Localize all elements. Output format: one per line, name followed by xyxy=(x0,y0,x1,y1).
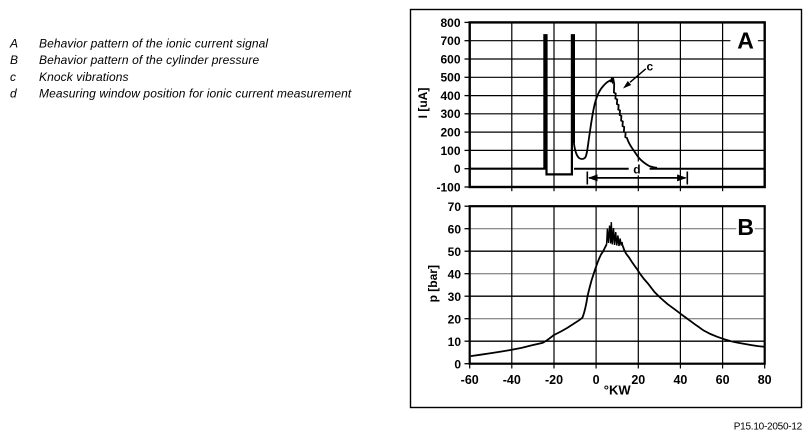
svg-text:100: 100 xyxy=(440,144,460,158)
svg-text:600: 600 xyxy=(440,52,460,66)
svg-text:p [bar]: p [bar] xyxy=(426,265,440,302)
svg-text:°KW: °KW xyxy=(604,383,632,398)
svg-text:c: c xyxy=(10,70,16,84)
svg-text:40: 40 xyxy=(448,267,462,281)
svg-text:20: 20 xyxy=(631,373,645,387)
svg-text:c: c xyxy=(647,60,654,74)
svg-text:B: B xyxy=(737,214,754,240)
svg-text:20: 20 xyxy=(448,312,462,326)
svg-text:P15.10-2050-12: P15.10-2050-12 xyxy=(734,422,803,433)
svg-text:700: 700 xyxy=(440,34,460,48)
svg-text:400: 400 xyxy=(440,89,460,103)
svg-text:10: 10 xyxy=(448,335,462,349)
svg-text:80: 80 xyxy=(758,373,772,387)
svg-text:60: 60 xyxy=(448,222,462,236)
svg-text:Behavior pattern of the cylind: Behavior pattern of the cylinder pressur… xyxy=(39,53,259,67)
svg-text:A: A xyxy=(737,27,754,53)
svg-text:200: 200 xyxy=(440,126,460,140)
svg-text:d: d xyxy=(10,86,17,100)
svg-text:40: 40 xyxy=(673,373,687,387)
svg-text:Behavior pattern of the ionic: Behavior pattern of the ionic current si… xyxy=(39,37,268,51)
svg-text:Knock vibrations: Knock vibrations xyxy=(39,70,129,84)
svg-text:60: 60 xyxy=(716,373,730,387)
svg-text:0: 0 xyxy=(454,357,461,371)
svg-text:Measuring window position for: Measuring window position for ionic curr… xyxy=(39,86,352,100)
svg-text:B: B xyxy=(10,53,18,67)
svg-text:50: 50 xyxy=(448,245,462,259)
svg-text:0: 0 xyxy=(454,162,461,176)
svg-text:800: 800 xyxy=(440,16,460,30)
svg-text:I [uA]: I [uA] xyxy=(416,88,430,119)
svg-text:0: 0 xyxy=(593,373,600,387)
svg-text:500: 500 xyxy=(440,71,460,85)
svg-text:30: 30 xyxy=(448,290,462,304)
svg-text:300: 300 xyxy=(440,107,460,121)
svg-text:A: A xyxy=(9,37,18,51)
svg-text:d: d xyxy=(633,162,640,176)
svg-text:70: 70 xyxy=(448,200,462,214)
svg-text:-20: -20 xyxy=(545,373,563,387)
svg-text:-60: -60 xyxy=(461,373,479,387)
svg-text:-100: -100 xyxy=(436,180,460,194)
svg-text:-40: -40 xyxy=(503,373,521,387)
